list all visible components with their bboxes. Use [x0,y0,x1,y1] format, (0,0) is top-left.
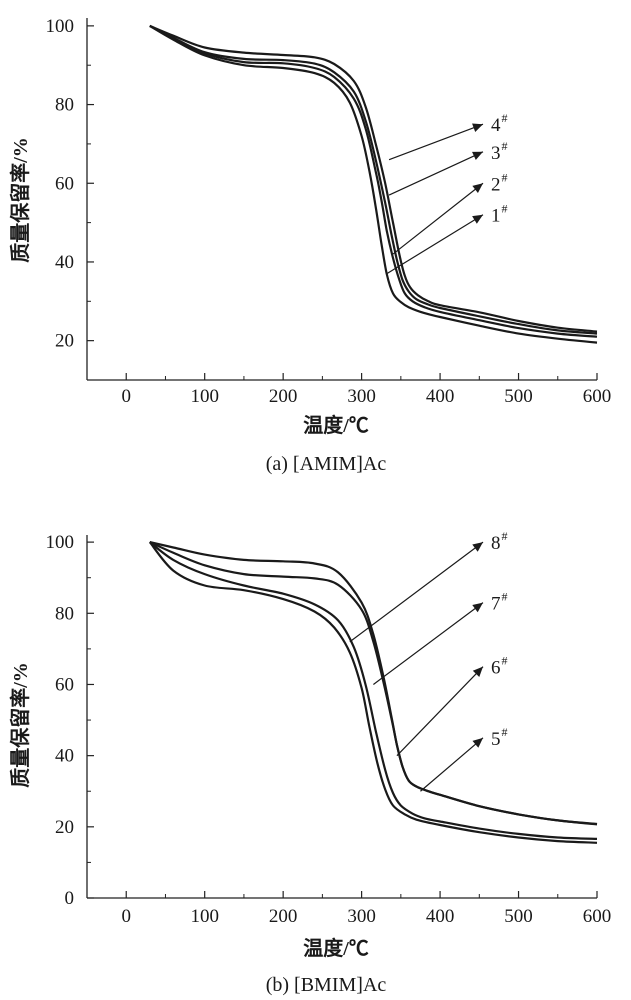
series-label-sup-8: # [502,529,508,543]
y-tick-label: 80 [55,95,74,116]
y-axis-title-a: 质量保留率/% [8,137,32,263]
x-tick-label: 200 [269,386,298,407]
x-tick-label: 200 [269,906,298,927]
x-ticks-b: 0 100 200 300 400 500 600 [86,891,612,927]
y-tick-label: 0 [65,888,75,909]
y-ticks-b: 0 20 40 60 80 100 [46,532,94,909]
series-line-6 [149,541,598,826]
series-arrow-3 [388,151,484,196]
axes-frame-b [86,535,597,899]
x-axis-title-b: 温度/℃ [303,936,369,960]
series-arrow-8 [349,541,484,643]
y-tick-label: 80 [55,603,74,624]
x-tick-label: 300 [347,906,376,927]
y-tick-label: 60 [55,674,74,695]
series-line-8 [148,541,598,844]
series-line-7 [149,541,598,840]
series-label-5: 5# [491,725,508,750]
caption-a: (a) [AMIM]Ac [266,453,387,475]
series-arrowhead-6 [472,666,483,677]
x-tick-label: 0 [121,906,131,927]
series-label-sup-4: # [502,111,508,125]
series-arrowhead-1 [472,214,483,224]
x-tick-label: 100 [190,906,219,927]
caption-b: (b) [BMIM]Ac [266,974,387,996]
series-label-2: 2# [491,170,508,195]
series-arrow-5 [420,737,484,792]
x-tick-label: 400 [426,906,455,927]
x-ticks-a: 0 100 200 300 400 500 600 [86,373,612,407]
series-label-8: 8# [491,529,508,554]
series-label-6: 6# [491,654,508,679]
series-label-7: 7# [491,590,508,615]
y-tick-label: 60 [55,173,74,194]
y-tick-label: 40 [55,746,74,767]
series-line-1 [149,24,598,344]
series-label-3: 3# [491,139,508,164]
y-tick-label: 100 [46,16,75,37]
series-line-3 [149,24,598,335]
axes-frame-a [86,18,597,381]
x-tick-label: 100 [190,386,219,407]
series-label-sup-1: # [502,202,508,216]
x-tick-label: 600 [583,906,612,927]
series-label-4: 4# [491,111,508,136]
series-label-sup-3: # [502,139,508,153]
x-tick-label: 600 [583,386,612,407]
series-lines-a [149,24,598,344]
x-tick-label: 0 [121,386,131,407]
series-line-5 [149,541,598,826]
chart-panel-b: 0 100 200 300 400 500 600 0 20 40 60 80 100 5# 6# 7# 8… [8,529,611,996]
y-ticks-a: 20 40 60 80 100 [46,16,94,381]
x-axis-title-a: 温度/℃ [303,413,369,437]
series-arrow-2 [392,182,484,255]
series-arrowhead-5 [472,737,483,748]
y-tick-label: 100 [46,532,75,553]
x-tick-label: 300 [347,386,376,407]
y-tick-label: 20 [55,331,74,352]
series-line-4 [149,24,598,333]
x-tick-label: 500 [504,386,533,407]
series-line-2 [149,24,598,338]
series-arrowhead-8 [472,542,483,552]
series-arrowhead-2 [472,183,483,193]
y-axis-title-b: 质量保留率/% [8,662,32,788]
series-label-1: 1# [491,202,508,227]
series-arrow-7 [373,602,484,685]
series-arrow-1 [386,214,484,275]
x-tick-label: 500 [504,906,533,927]
series-labels-a: 1# 2# 3# 4# [386,111,508,275]
series-lines-b [148,541,598,844]
series-labels-b: 5# 6# 7# 8# [349,529,508,792]
chart-panel-a: 0 100 200 300 400 500 600 20 40 60 80 100 1# 2# 3# 4#… [8,16,611,475]
series-arrowhead-3 [472,151,483,161]
series-label-sup-5: # [502,725,508,739]
y-tick-label: 20 [55,817,74,838]
y-tick-label: 40 [55,252,74,273]
series-arrowhead-7 [472,602,483,613]
series-arrow-6 [396,666,484,757]
x-tick-label: 400 [426,386,455,407]
series-arrow-4 [388,123,484,161]
series-label-sup-2: # [502,170,508,184]
series-label-sup-7: # [502,590,508,604]
series-label-sup-6: # [502,654,508,668]
series-arrowhead-4 [472,123,483,132]
